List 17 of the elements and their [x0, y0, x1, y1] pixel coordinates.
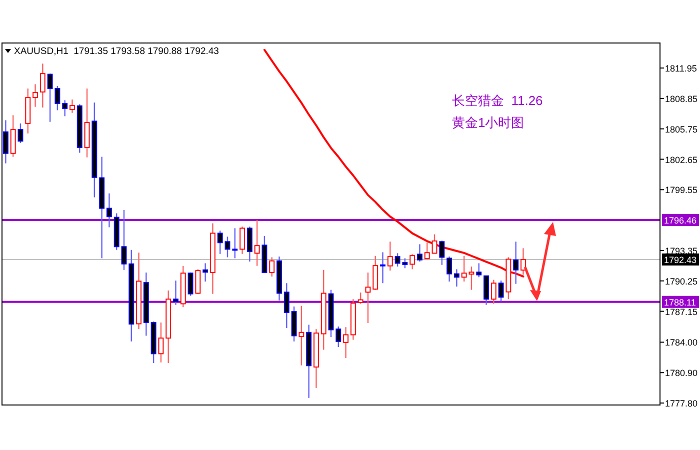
y-tick-label: 1780.90 — [665, 368, 698, 378]
y-tick-label: 1805.75 — [665, 124, 698, 134]
y-tick-label: 1808.85 — [665, 94, 698, 104]
ref-line-label: 1796.46 — [664, 215, 697, 226]
ref-line-label: 1792.43 — [664, 255, 697, 266]
y-tick-label: 1799.55 — [665, 185, 698, 196]
annotation: 黄金1小时图 — [452, 115, 524, 130]
y-tick-label: 1793.35 — [665, 246, 698, 256]
y-tick-label: 1802.65 — [665, 154, 698, 165]
y-tick-label: 1811.95 — [665, 64, 697, 74]
ref-line-label: 1788.11 — [664, 297, 696, 308]
y-tick-label: 1787.15 — [665, 306, 698, 317]
y-tick-label: 1784.00 — [665, 338, 698, 348]
annotation: 长空猎金 11.26 — [452, 93, 543, 108]
y-tick-label: 1777.80 — [665, 398, 698, 409]
y-tick-label: 1790.25 — [665, 276, 698, 286]
chart-title: XAUUSD,H1 1791.35 1793.58 1790.88 1792.43 — [14, 46, 219, 57]
